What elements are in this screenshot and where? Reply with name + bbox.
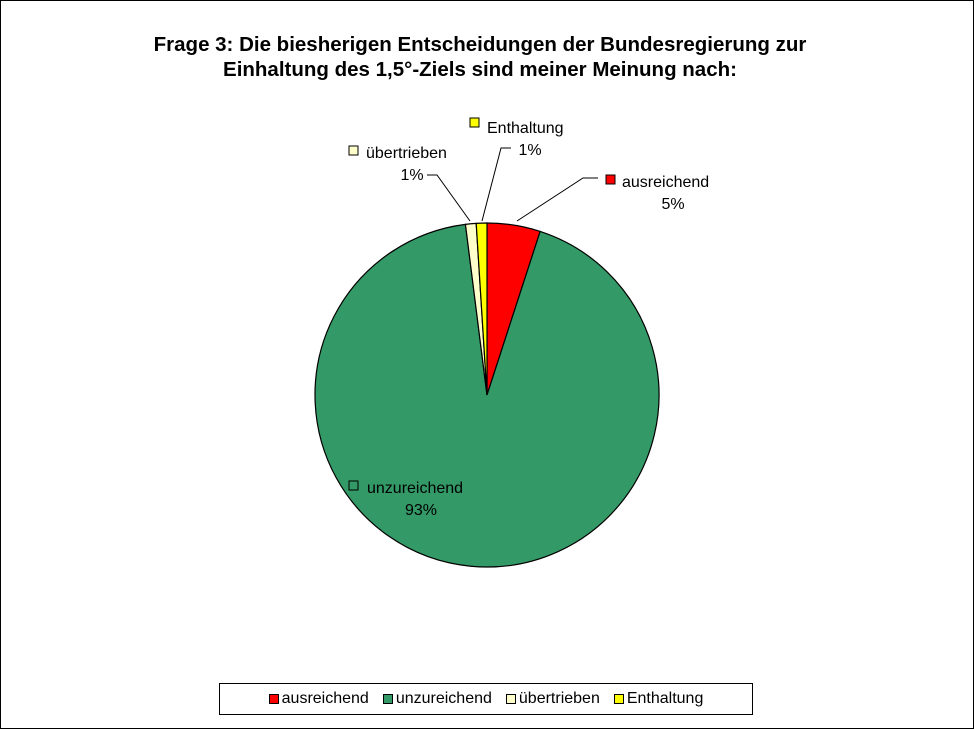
legend-swatch-ausreichend <box>268 694 279 704</box>
chart-title-line-1: Frage 3: Die biesherigen Entscheidungen … <box>154 33 807 56</box>
data-label-name-uebertrieben: übertrieben <box>366 145 447 162</box>
legend-label-ausreichend: ausreichend <box>281 690 369 707</box>
legend-item-unzureichend: unzureichend <box>382 690 492 708</box>
pie-slice-enthaltung <box>475 222 488 396</box>
legend-label-enthaltung: Enthaltung <box>626 690 704 707</box>
legend-swatch-unzureichend <box>382 694 393 704</box>
legend-item-ausreichend: ausreichend <box>268 690 369 708</box>
legend-swatch-uebertrieben <box>505 694 516 704</box>
legend-label-uebertrieben: übertrieben <box>518 690 600 707</box>
data-label-name-enthaltung: Enthaltung <box>487 120 564 137</box>
data-label-key-unzureichend <box>348 480 359 491</box>
pie-slice-unzureichend <box>314 223 660 568</box>
data-label-key-enthaltung <box>469 117 480 128</box>
data-label-value-enthaltung: 1% <box>518 142 541 159</box>
chart-title-line-2: Einhaltung des 1,5°-Ziels sind meiner Me… <box>223 58 737 81</box>
legend-item-uebertrieben: übertrieben <box>505 690 600 708</box>
data-label-key-ausreichend <box>605 174 616 185</box>
chart-legend: ausreichend unzureichend übertrieben Ent… <box>219 683 753 715</box>
legend-item-enthaltung: Enthaltung <box>613 690 704 708</box>
data-label-value-uebertrieben: 1% <box>400 167 423 184</box>
leader-line-enthaltung <box>481 147 511 222</box>
data-label-value-ausreichend: 5% <box>661 196 684 213</box>
leader-line-ausreichend <box>516 177 598 222</box>
leader-line-uebertrieben <box>427 174 471 222</box>
legend-swatch-enthaltung <box>613 694 624 704</box>
data-label-key-uebertrieben <box>348 145 359 156</box>
data-label-name-ausreichend: ausreichend <box>622 174 709 191</box>
legend-label-unzureichend: unzureichend <box>395 690 492 707</box>
data-label-value-unzureichend: 93% <box>405 502 437 519</box>
data-label-name-unzureichend: unzureichend <box>367 480 463 497</box>
